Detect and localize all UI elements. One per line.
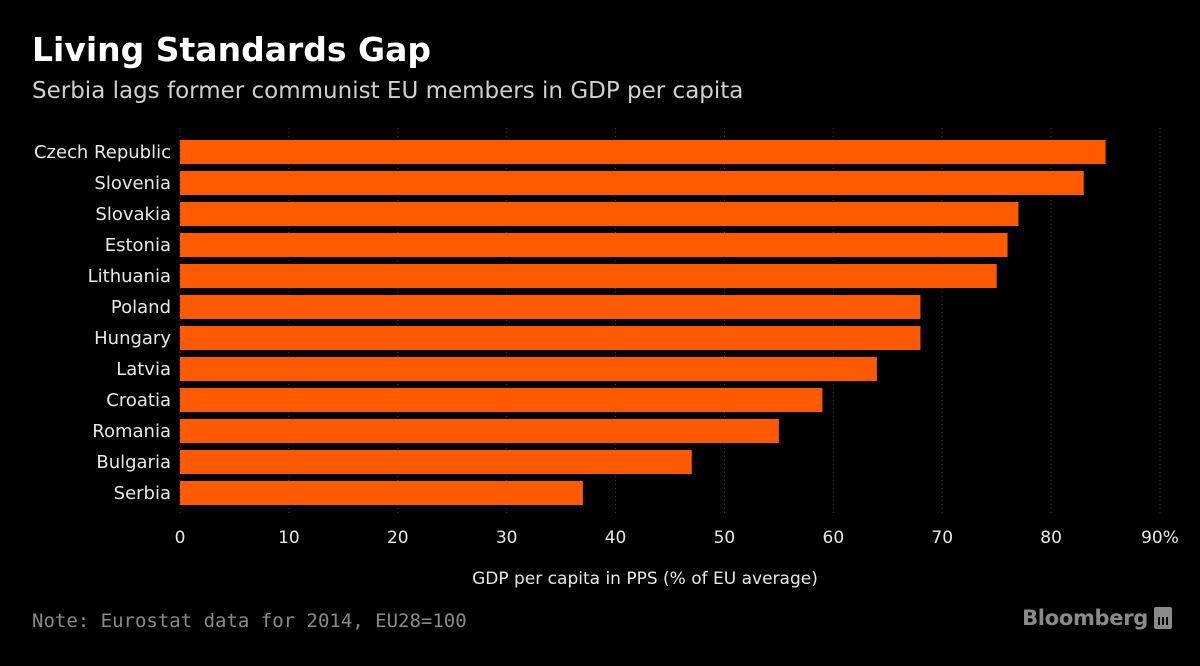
bar xyxy=(180,450,692,474)
x-tick-label: 50 xyxy=(714,528,736,548)
x-axis-title: GDP per capita in PPS (% of EU average) xyxy=(472,569,818,589)
category-label: Bulgaria xyxy=(96,452,171,473)
x-tick-label: 30 xyxy=(496,528,518,548)
category-labels: Czech Republic Slovenia Slovakia Estonia Lit… xyxy=(34,142,171,504)
category-label: Serbia xyxy=(114,483,171,504)
category-label: Romania xyxy=(92,421,171,442)
bar xyxy=(180,295,921,319)
x-tick-label: 70 xyxy=(931,528,953,548)
source-note: Note: Eurostat data for 2014, EU28=100 xyxy=(32,610,467,632)
bars xyxy=(180,140,1106,505)
category-label: Hungary xyxy=(94,328,171,349)
chart-subtitle: Serbia lags former communist EU members … xyxy=(32,78,744,104)
bar xyxy=(180,326,921,350)
x-tick-label: 60 xyxy=(823,528,845,548)
bar xyxy=(180,140,1106,164)
x-tick-label: 20 xyxy=(387,528,409,548)
x-axis-ticks: 0 10 20 30 40 50 60 70 80 90% xyxy=(175,528,1179,548)
bar-chart: Czech Republic Slovenia Slovakia Estonia Lit… xyxy=(34,128,1179,589)
x-tick-label: 90% xyxy=(1141,528,1179,548)
chart-title: Living Standards Gap xyxy=(32,30,431,69)
x-tick-label: 40 xyxy=(605,528,627,548)
category-label: Latvia xyxy=(116,359,171,380)
x-tick-label: 0 xyxy=(175,528,186,548)
bar xyxy=(180,171,1084,195)
category-label: Slovakia xyxy=(95,204,171,225)
bar xyxy=(180,419,779,443)
bar xyxy=(180,233,1008,257)
bar xyxy=(180,388,823,412)
x-tick-label: 80 xyxy=(1040,528,1062,548)
bar xyxy=(180,481,583,505)
bloomberg-icon xyxy=(1154,607,1172,629)
category-label: Czech Republic xyxy=(34,142,171,163)
category-label: Poland xyxy=(111,297,171,318)
category-label: Slovenia xyxy=(94,173,171,194)
bloomberg-logo: Bloomberg xyxy=(1022,606,1172,630)
bar xyxy=(180,357,877,381)
category-label: Croatia xyxy=(106,390,171,411)
bar xyxy=(180,202,1019,226)
brand-name: Bloomberg xyxy=(1022,606,1148,630)
category-label: Estonia xyxy=(105,235,171,256)
category-label: Lithuania xyxy=(88,266,171,287)
bar xyxy=(180,264,997,288)
x-tick-label: 10 xyxy=(278,528,300,548)
